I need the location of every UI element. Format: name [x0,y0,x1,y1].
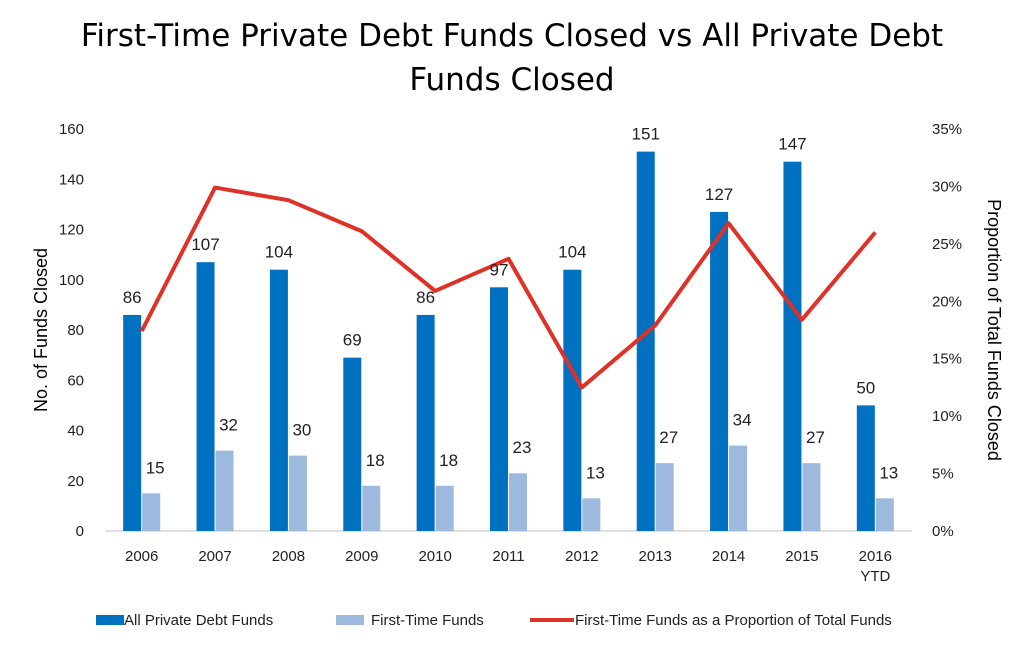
x-tick-label: 2013 [639,548,672,565]
x-tick-label: 2007 [198,548,231,565]
bar-all-private-debt-funds [856,405,875,531]
data-label-first-time-funds: 27 [806,428,825,447]
x-tick-label: 2008 [272,548,305,565]
bar-first-time-funds [215,450,234,531]
y-tick-label: 60 [67,372,84,389]
bar-all-private-debt-funds [123,314,142,531]
data-label-all-private-debt-funds: 107 [191,235,219,254]
chart-title-line-2: Funds Closed [409,62,615,98]
bar-first-time-funds [362,485,381,531]
y2-tick-label: 35% [932,121,962,138]
x-tick-label: 2016 YTD [859,548,892,585]
bar-all-private-debt-funds [636,151,655,532]
data-label-first-time-funds: 30 [292,421,311,440]
y-axis-title: No. of Funds Closed [31,248,51,412]
bar-first-time-funds [875,498,894,531]
y2-tick-label: 5% [932,466,954,483]
x-tick-label: 2014 [712,548,745,565]
bar-all-private-debt-funds [196,262,215,531]
data-label-first-time-funds: 23 [513,438,532,457]
bar-all-private-debt-funds [710,211,729,531]
axes: 0 20 40 60 80 100 120 140 160 0% 5% 10% 15% 20% 25% 30%… [31,121,1004,585]
x-tick-label: 2006 [125,548,158,565]
y-tick-label: 40 [67,423,84,440]
data-label-first-time-funds: 13 [879,463,898,482]
line-layer [139,185,877,390]
bar-all-private-debt-funds [343,357,362,531]
y2-tick-label: 30% [932,178,962,195]
y-tick-label: 160 [59,121,84,138]
bar-first-time-funds [435,485,454,531]
x-tick-label: 2012 [565,548,598,565]
data-label-first-time-funds: 27 [659,428,678,447]
bar-all-private-debt-funds [563,269,582,531]
x-tick-label: 2010 [418,548,451,565]
chart-title-line-1: First-Time Private Debt Funds Closed vs … [80,18,944,54]
bar-first-time-funds [288,455,307,531]
line-first-time-proportion [139,185,877,390]
y-tick-label: 140 [59,171,84,188]
data-label-all-private-debt-funds: 151 [632,125,660,144]
bar-first-time-funds [582,498,601,531]
bar-first-time-funds [655,463,674,531]
y2-tick-label: 25% [932,236,962,253]
x-tick-label: 2015 [785,548,818,565]
bar-all-private-debt-funds [269,269,288,531]
data-label-all-private-debt-funds: 86 [416,288,435,307]
legend-swatch-first-time-funds [336,615,364,625]
data-label-first-time-funds: 34 [733,411,752,430]
bar-first-time-funds [802,463,821,531]
y2-tick-label: 0% [932,523,954,540]
chart-title: First-Time Private Debt Funds Closed vs … [0,14,1024,102]
legend-label-all-private-debt-funds: All Private Debt Funds [124,612,273,629]
data-label-first-time-funds: 18 [366,451,385,470]
y-tick-label: 100 [59,272,84,289]
data-label-all-private-debt-funds: 50 [856,378,875,397]
y2-tick-label: 20% [932,293,962,310]
bar-first-time-funds [729,445,748,531]
bar-first-time-funds [509,473,527,531]
y-tick-label: 80 [67,322,84,339]
data-label-all-private-debt-funds: 127 [705,185,733,204]
bars [123,151,894,532]
x-tick-label: 2009 [345,548,378,565]
legend-label-first-time-funds: First-Time Funds [371,612,484,629]
data-label-all-private-debt-funds: 104 [265,243,293,262]
y2-axis-title: Proportion of Total Funds Closed [984,199,1004,461]
data-label-all-private-debt-funds: 69 [343,331,362,350]
legend-label-first-time-proportion: First-Time Funds as a Proportion of Tota… [575,612,892,629]
bar-all-private-debt-funds [416,314,435,531]
y-tick-label: 120 [59,222,84,239]
data-label-first-time-funds: 15 [146,458,165,477]
data-label-first-time-funds: 32 [219,416,238,435]
data-labels: 86 15 107 32 104 30 69 18 86 18 97 23 104 13 151 27 127 3… [123,125,899,483]
data-label-all-private-debt-funds: 147 [778,135,806,154]
y-tick-label: 0 [76,523,84,540]
data-label-all-private-debt-funds: 97 [490,260,509,279]
bar-all-private-debt-funds [783,161,802,531]
y2-tick-label: 15% [932,351,962,368]
legend-swatch-all-private-debt-funds [96,615,124,625]
bar-first-time-funds [142,493,161,531]
data-label-first-time-funds: 13 [586,463,605,482]
data-label-all-private-debt-funds: 86 [123,288,142,307]
bar-all-private-debt-funds [490,287,508,531]
x-tick-label: 2011 [492,548,524,565]
data-label-all-private-debt-funds: 104 [558,243,586,262]
legend: All Private Debt Funds First-Time Funds Fi… [96,612,892,629]
y2-tick-label: 10% [932,408,962,425]
y-tick-label: 20 [67,473,84,490]
data-label-first-time-funds: 18 [439,451,458,470]
